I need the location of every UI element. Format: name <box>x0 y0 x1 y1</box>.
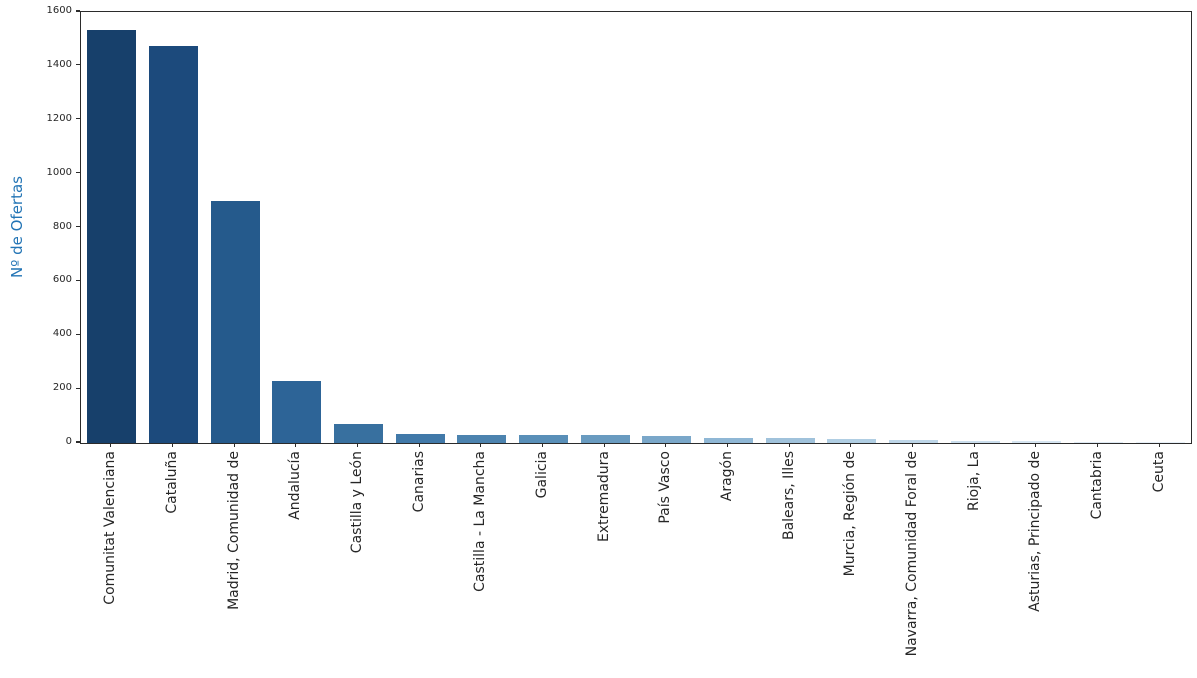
y-axis-label-box: Nº de Ofertas <box>6 11 28 442</box>
y-tick-mark-600 <box>75 279 80 281</box>
bar-9 <box>642 435 692 443</box>
x-tick-mark-16 <box>1096 443 1099 447</box>
y-tick-mark-400 <box>75 333 80 335</box>
x-tick-label-2: Madrid, Comunidad de <box>225 451 242 610</box>
x-tick-label-4: Castilla y León <box>349 451 365 554</box>
x-tick-mark-13 <box>911 443 914 447</box>
y-axis-label: Nº de Ofertas <box>8 175 26 278</box>
x-tick-mark-2 <box>233 443 235 447</box>
x-tick-mark-1 <box>171 443 174 447</box>
bar-1 <box>148 45 199 443</box>
y-tick-mark-800 <box>75 225 80 228</box>
y-tick-label-400: 400 <box>52 328 72 340</box>
y-tick-label-1400: 1400 <box>46 58 72 70</box>
bar-2 <box>210 201 260 443</box>
bar-10 <box>703 437 754 443</box>
x-tick-label-3: Andalucía <box>287 451 304 520</box>
y-tick-label-200: 200 <box>52 382 72 394</box>
bar-15 <box>1012 441 1062 443</box>
y-tick-label-1600: 1600 <box>46 5 72 16</box>
x-tick-label-16: Cantabria <box>1089 451 1105 520</box>
x-tick-mark-6 <box>480 443 482 447</box>
y-tick-label-800: 800 <box>52 220 72 232</box>
bar-12 <box>827 438 877 443</box>
x-tick-mark-9 <box>665 443 667 447</box>
bar-14 <box>950 440 1000 443</box>
x-tick-mark-11 <box>788 443 790 447</box>
bar-0 <box>87 29 137 443</box>
bar-7 <box>518 435 569 443</box>
y-tick-label-1000: 1000 <box>46 166 72 178</box>
x-tick-mark-0 <box>110 443 112 447</box>
x-tick-mark-5 <box>418 443 420 447</box>
y-tick-mark-1000 <box>75 172 80 174</box>
y-tick-label-1200: 1200 <box>46 112 72 124</box>
x-tick-label-12: Murcia, Región de <box>842 451 859 577</box>
x-tick-label-7: Galicia <box>534 451 550 499</box>
x-tick-label-13: Navarra, Comunidad Foral de <box>904 451 920 657</box>
x-tick-label-11: Balears, Illes <box>780 451 797 541</box>
x-tick-label-9: País Vasco <box>657 451 674 524</box>
x-tick-label-15: Asturias, Principado de <box>1027 451 1044 612</box>
x-tick-label-10: Aragón <box>719 451 735 502</box>
x-tick-mark-14 <box>973 443 975 447</box>
x-tick-label-14: Rioja, La <box>965 451 982 511</box>
x-tick-label-5: Canarias <box>410 451 427 513</box>
x-tick-mark-4 <box>356 443 359 447</box>
x-tick-mark-15 <box>1035 443 1037 447</box>
bar-17 <box>1135 442 1185 443</box>
y-tick-mark-1200 <box>75 118 80 120</box>
x-tick-label-17: Ceuta <box>1150 451 1167 493</box>
y-tick-label-0: 0 <box>65 436 72 447</box>
x-tick-label-8: Extremadura <box>595 451 612 542</box>
bar-11 <box>765 438 815 443</box>
y-tick-label-600: 600 <box>52 274 72 286</box>
bar-8 <box>580 435 630 443</box>
x-tick-label-1: Cataluña <box>164 451 180 514</box>
x-tick-mark-3 <box>295 443 297 447</box>
x-tick-mark-12 <box>850 443 852 447</box>
x-tick-mark-8 <box>603 443 605 447</box>
bar-4 <box>333 423 384 443</box>
y-tick-mark-1600 <box>75 10 80 12</box>
bar-3 <box>272 381 322 443</box>
y-tick-mark-0 <box>75 441 80 443</box>
y-tick-mark-200 <box>75 387 80 389</box>
x-tick-label-6: Castilla - La Mancha <box>472 451 489 592</box>
x-tick-mark-10 <box>726 443 729 447</box>
plot-area <box>80 11 1192 444</box>
bar-6 <box>457 434 507 443</box>
x-tick-mark-17 <box>1158 443 1160 447</box>
bar-5 <box>395 433 445 443</box>
x-tick-mark-7 <box>541 443 544 447</box>
bar-13 <box>888 439 939 443</box>
y-tick-mark-1400 <box>75 64 80 66</box>
x-tick-label-0: Comunitat Valenciana <box>102 451 119 605</box>
bar-16 <box>1073 441 1124 443</box>
